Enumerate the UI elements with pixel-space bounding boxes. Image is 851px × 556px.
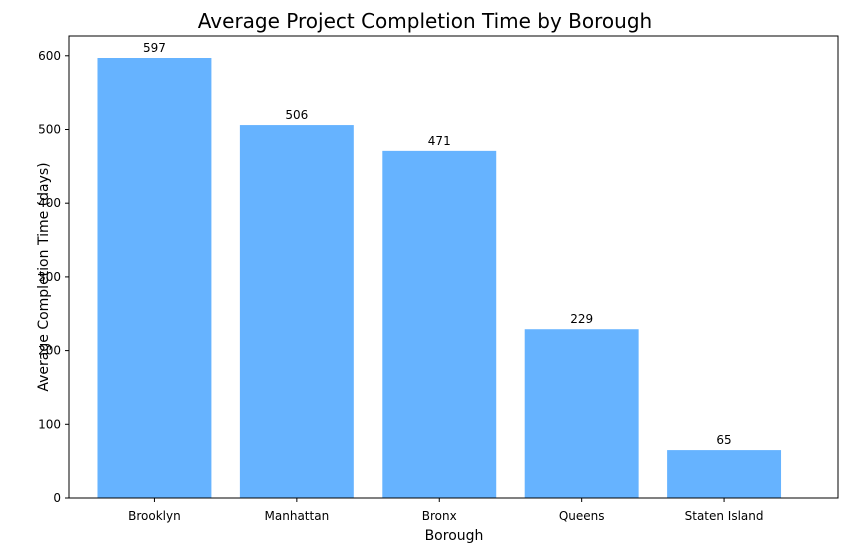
bar-staten-island (667, 450, 782, 498)
y-axis-label: Average Completion Time (days) (36, 162, 52, 391)
y-tick-label: 300 (38, 270, 61, 284)
data-label: 506 (285, 108, 308, 122)
data-label: 597 (143, 41, 166, 55)
plot-frame (68, 35, 839, 499)
x-tick-label: Bronx (422, 509, 457, 523)
x-tick-label: Manhattan (265, 509, 330, 523)
bar-brooklyn (97, 58, 212, 498)
y-tick-label: 400 (38, 196, 61, 210)
x-tick-label: Brooklyn (128, 509, 181, 523)
data-label: 229 (570, 312, 593, 326)
bars-layer (97, 58, 782, 499)
x-axis-label: Borough (425, 528, 484, 544)
x-tick-label: Staten Island (685, 509, 764, 523)
y-tick-label: 600 (38, 49, 61, 63)
y-tick-label: 0 (53, 491, 61, 505)
chart-title: Average Project Completion Time by Borou… (198, 9, 652, 33)
y-axis-ticks: 0 100 200 300 400 500 600 (38, 49, 69, 505)
bar-queens (524, 329, 639, 498)
y-tick-label: 200 (38, 344, 61, 358)
data-labels-layer: 597 506 471 229 65 (143, 41, 732, 447)
x-axis-ticks: Brooklyn Manhattan Bronx Queens Staten Islan… (128, 498, 764, 523)
bar-bronx (382, 150, 497, 498)
bar-manhattan (239, 125, 354, 499)
data-label: 65 (716, 433, 731, 447)
x-tick-label: Queens (559, 509, 605, 523)
y-tick-label: 500 (38, 122, 61, 136)
data-label: 471 (428, 134, 451, 148)
y-tick-label: 100 (38, 417, 61, 431)
